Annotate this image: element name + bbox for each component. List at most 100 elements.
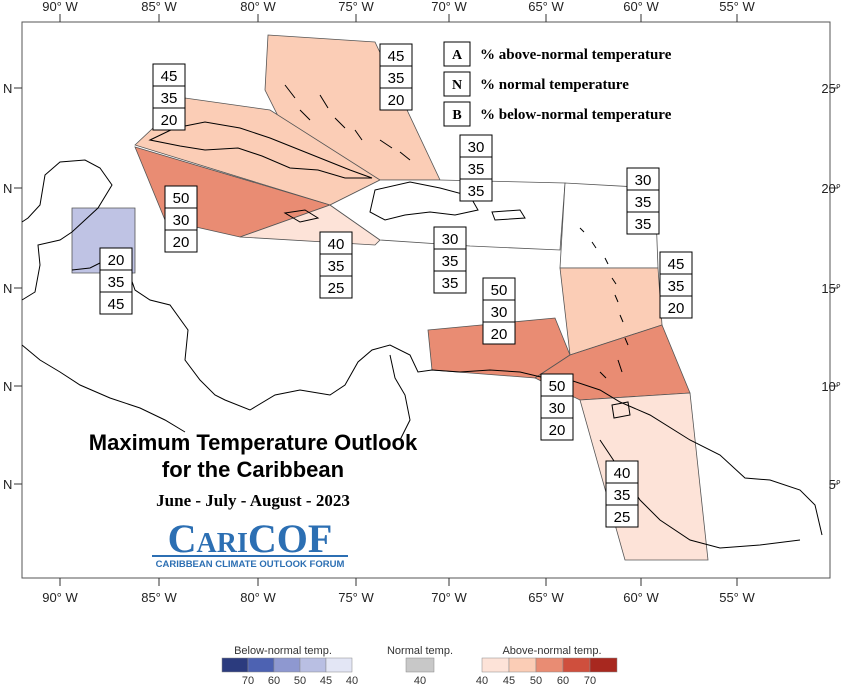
- caricof-subtitle: CARIBBEAN CLIMATE OUTLOOK FORUM: [156, 559, 345, 570]
- lon-label-bottom: 65° W: [528, 590, 564, 605]
- pacific-coast: [21, 344, 186, 433]
- trinidad-outline: [611, 401, 631, 419]
- colorbar-tick: 45: [503, 675, 515, 684]
- prob-normal: 35: [388, 70, 405, 87]
- prob-above: 50: [173, 190, 190, 207]
- prob-below: 35: [468, 183, 485, 200]
- lon-label-bottom: 60° W: [623, 590, 659, 605]
- colorbar-tick: 40: [346, 675, 358, 684]
- lat-label-left: N: [3, 81, 12, 96]
- page-title: Maximum Temperature Outlook: [89, 430, 418, 455]
- prob-below: 45: [108, 296, 125, 313]
- lat-label-right: 5°: [829, 477, 841, 492]
- prob-normal: 30: [491, 304, 508, 321]
- colorbar-swatch: [247, 657, 275, 673]
- colorbar-above-title: Above-normal temp.: [502, 645, 601, 657]
- prob-below: 20: [173, 234, 190, 251]
- colorbar-normal-swatch: [405, 657, 435, 673]
- lon-label-bottom: 75° W: [338, 590, 374, 605]
- prob-above: 45: [388, 48, 405, 65]
- colombia-interior: [389, 354, 411, 441]
- lat-label-left: N: [3, 477, 12, 492]
- key-letter-n: N: [452, 78, 462, 93]
- lon-label-top: 65° W: [528, 0, 564, 14]
- prob-box-abc-islands: 50 30 20: [482, 277, 516, 345]
- colorbar: Below-normal temp. Normal temp. Above-no…: [221, 645, 618, 684]
- prob-normal: 30: [549, 400, 566, 417]
- central-america-coast: [71, 257, 823, 536]
- prob-above: 40: [328, 236, 345, 253]
- prob-box-bahamas: 45 35 20: [379, 43, 413, 111]
- colorbar-tick: 60: [268, 675, 280, 684]
- coastlines: [21, 84, 823, 549]
- lon-label-top: 80° W: [240, 0, 276, 14]
- bahamas-islands: [284, 84, 411, 161]
- prob-normal: 35: [108, 274, 125, 291]
- prob-box-haiti-south: 40 35 25: [319, 231, 353, 299]
- prob-normal: 35: [328, 258, 345, 275]
- colorbar-normal-title: Normal temp.: [387, 645, 453, 657]
- colorbar-tick: 50: [294, 675, 306, 684]
- prob-above: 30: [635, 172, 652, 189]
- colorbar-swatch: [508, 657, 537, 673]
- prob-above: 45: [668, 256, 685, 273]
- lat-label-right: 10°: [821, 379, 841, 394]
- prob-box-trinidad: 50 30 20: [540, 373, 574, 441]
- probability-key: A N B % above-normal temperature % norma…: [443, 41, 672, 127]
- colorbar-tick: 45: [320, 675, 332, 684]
- lon-label-bottom: 85° W: [141, 590, 177, 605]
- lon-label-top: 85° W: [141, 0, 177, 14]
- prob-box-turks-caicos: 30 35 35: [459, 134, 493, 202]
- prob-normal: 35: [442, 253, 459, 270]
- colorbar-swatch: [481, 657, 510, 673]
- prob-normal: 30: [173, 212, 190, 229]
- prob-box-northern-leewards: 30 35 35: [626, 167, 660, 235]
- colorbar-swatch: [221, 657, 249, 673]
- lon-label-top: 55° W: [719, 0, 755, 14]
- prob-normal: 35: [161, 90, 178, 107]
- prob-below: 20: [491, 326, 508, 343]
- lon-label-bottom: 90° W: [42, 590, 78, 605]
- prob-box-windwards: 45 35 20: [659, 251, 693, 319]
- top-longitude-labels: 90° W 85° W 80° W 75° W 70° W 65° W 60° …: [42, 0, 755, 14]
- prob-box-guianas: 40 35 25: [605, 460, 639, 528]
- prob-above: 40: [614, 465, 631, 482]
- lesser-antilles-islands: [579, 227, 629, 379]
- prob-above: 30: [468, 139, 485, 156]
- right-latitude-labels: 25° 20° 15° 10° 5°: [821, 81, 841, 492]
- latitude-ticks: [14, 87, 838, 485]
- mexico-yucatan-coast: [21, 159, 113, 301]
- key-text-normal: % normal temperature: [480, 77, 629, 93]
- map-frame: [21, 21, 831, 579]
- prob-normal: 35: [668, 278, 685, 295]
- prob-box-cayman-jamaica: 50 30 20: [164, 185, 198, 253]
- key-text-below: % below-normal temperature: [480, 107, 672, 123]
- prob-below: 20: [388, 92, 405, 109]
- lon-label-top: 60° W: [623, 0, 659, 14]
- prob-below: 25: [328, 280, 345, 297]
- lat-label-right: 25°: [821, 81, 841, 96]
- prob-above: 50: [491, 282, 508, 299]
- caricof-logo: CARICOF CARIBBEAN CLIMATE OUTLOOK FORUM: [152, 516, 348, 570]
- key-text-above: % above-normal temperature: [480, 47, 672, 63]
- lon-label-top: 75° W: [338, 0, 374, 14]
- left-latitude-labels: N N N N N: [3, 81, 12, 492]
- colorbar-swatch: [325, 657, 353, 673]
- prob-above: 50: [549, 378, 566, 395]
- cuba-outline: [148, 121, 373, 179]
- colorbar-below-title: Below-normal temp.: [234, 645, 332, 657]
- prob-normal: 35: [614, 487, 631, 504]
- prob-above: 45: [161, 68, 178, 85]
- jamaica-outline: [283, 209, 320, 223]
- colorbar-tick: 70: [242, 675, 254, 684]
- lon-label-top: 70° W: [431, 0, 467, 14]
- lon-label-bottom: 70° W: [431, 590, 467, 605]
- colorbar-swatch: [535, 657, 564, 673]
- colorbar-swatch: [562, 657, 591, 673]
- outlook-regions: [71, 34, 709, 561]
- lat-label-left: N: [3, 379, 12, 394]
- lon-label-bottom: 80° W: [240, 590, 276, 605]
- lat-label-left: N: [3, 181, 12, 196]
- caricof-logo-text: CARICOF: [168, 516, 333, 561]
- season-label: June - July - August - 2023: [156, 491, 350, 510]
